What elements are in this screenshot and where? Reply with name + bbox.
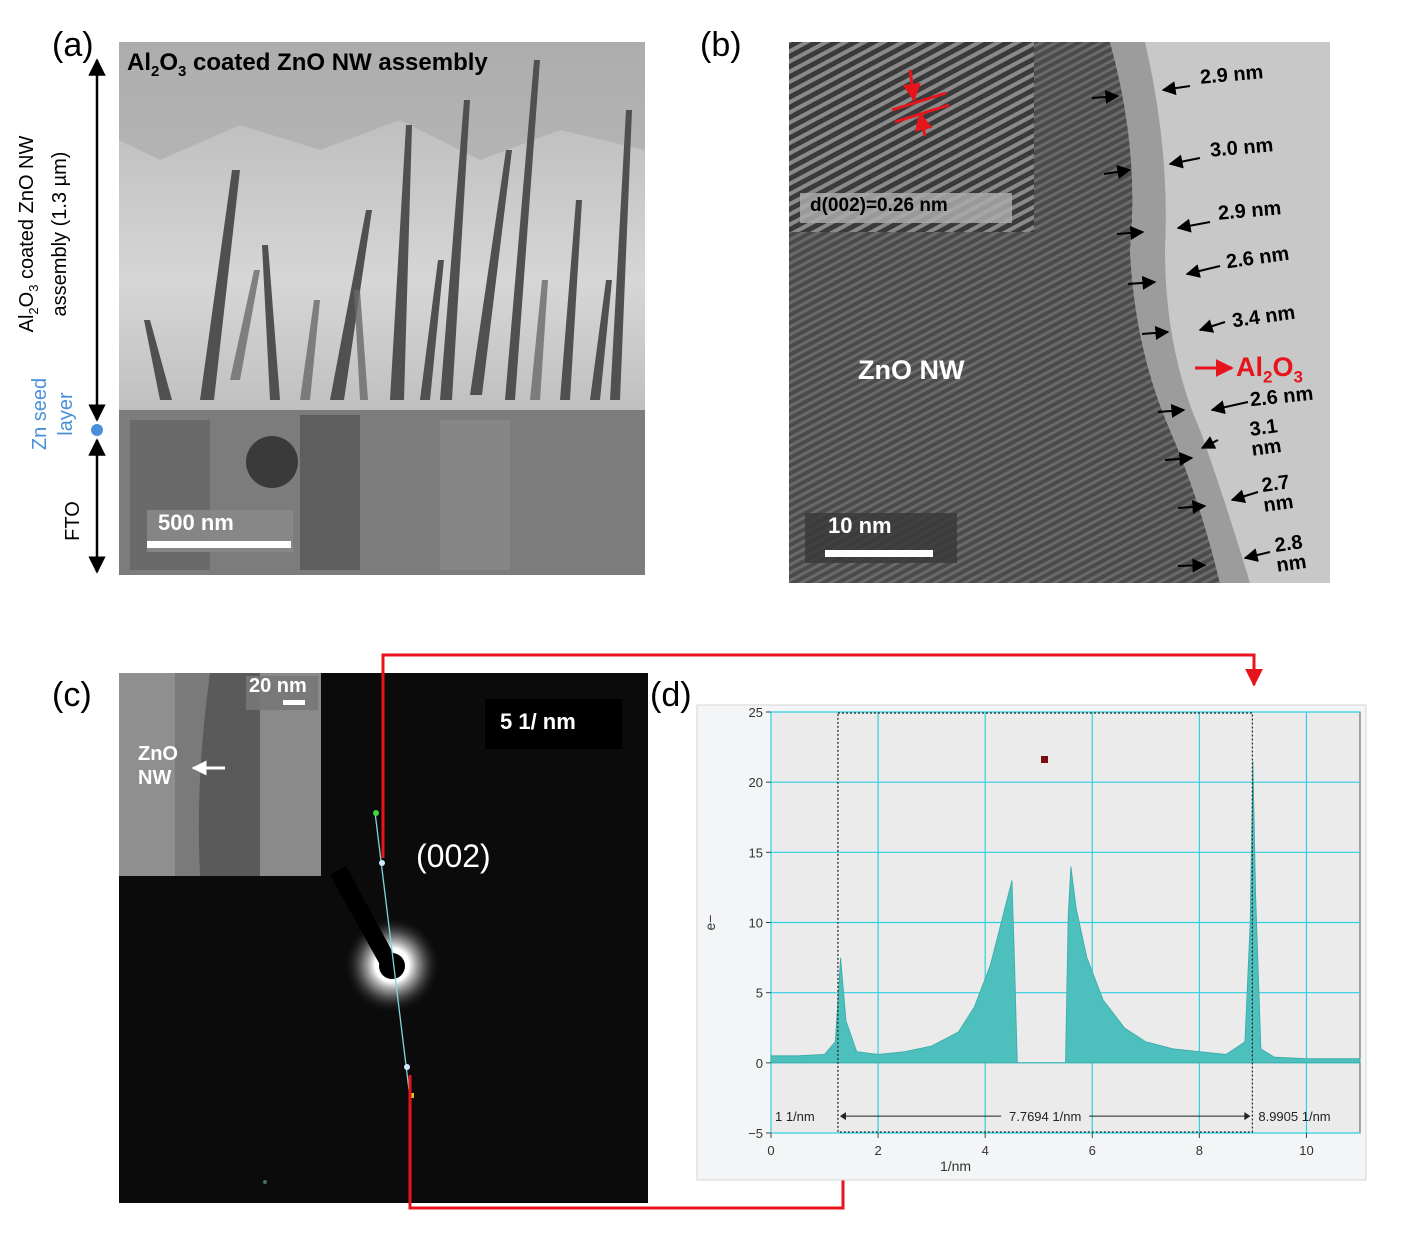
panel-d-label: (d) xyxy=(650,676,692,714)
lattice-spacing-label: d(002)=0.26 nm xyxy=(810,195,948,216)
x-tick-label: 6 xyxy=(1089,1143,1096,1158)
panel-a-side-assembly-label: Al2O3 coated ZnO NW assembly (1.3 µm) xyxy=(16,135,71,333)
inset-zno-nw-label: ZnO NW xyxy=(138,743,178,789)
y-tick-label: 10 xyxy=(749,916,763,931)
profile-area xyxy=(770,761,1361,1064)
x-tick-label: 4 xyxy=(982,1143,989,1158)
zno-nw-label: ZnO NW xyxy=(858,355,965,385)
cursor-marker xyxy=(1041,756,1048,763)
measurement-arrowhead xyxy=(1244,1112,1251,1121)
panel-a-fto-label: FTO xyxy=(62,501,84,541)
panel-c-label: (c) xyxy=(52,676,92,714)
panel-b-label: (b) xyxy=(700,26,742,64)
seed-layer-marker xyxy=(91,424,103,436)
panel-a-tem-image xyxy=(119,42,645,575)
measurement-box xyxy=(837,712,1253,1133)
measurement-label: 8.9905 1/nm xyxy=(1258,1109,1330,1124)
thickness-label: 2.7 nm xyxy=(1260,471,1295,517)
y-tick-label: 15 xyxy=(749,845,763,860)
y-axis-label: e− xyxy=(702,915,718,931)
panel-a-label: (a) xyxy=(52,26,94,64)
measurement-label: 7.7694 1/nm xyxy=(1009,1109,1081,1124)
y-tick-label: 25 xyxy=(749,705,763,720)
diffraction-scale-label: 5 1/ nm xyxy=(500,709,576,734)
panel-b-thickness-arrows xyxy=(1091,81,1271,573)
y-tick-label: 20 xyxy=(749,775,763,790)
x-tick-label: 0 xyxy=(767,1143,774,1158)
measurement-label: 1 1/nm xyxy=(775,1109,815,1124)
y-tick-label: 5 xyxy=(756,986,763,1001)
panel-a-scalebar-label: 500 nm xyxy=(158,510,234,535)
y-tick-label: −5 xyxy=(748,1126,763,1141)
x-tick-label: 8 xyxy=(1196,1143,1203,1158)
y-tick-label: 0 xyxy=(756,1056,763,1071)
lattice-spacing-marker xyxy=(891,69,950,137)
spot-002-label: (002) xyxy=(416,838,491,874)
panel-d-chart: 1 1/nm 7.7694 1/nm 8.9905 1/nm−50510152025… xyxy=(702,705,1361,1174)
panel-a-title: Al2O3 coated ZnO NW assembly xyxy=(127,49,488,80)
x-tick-label: 10 xyxy=(1299,1143,1313,1158)
x-tick-label: 2 xyxy=(874,1143,881,1158)
thickness-label: 3.1 nm xyxy=(1248,415,1283,461)
thickness-label: 2.8 nm xyxy=(1273,531,1308,577)
panel-a-seed-label: Zn seed layer xyxy=(29,377,77,451)
inset-scalebar-label: 20 nm xyxy=(249,675,307,697)
al2o3-label: Al2O3 xyxy=(1236,352,1303,387)
measurement-arrowhead xyxy=(839,1112,846,1121)
x-axis-label: 1/nm xyxy=(940,1158,971,1174)
panel-connectors xyxy=(381,653,1263,1210)
panel-b-scalebar-label: 10 nm xyxy=(828,513,892,538)
measurement-label-bg xyxy=(1001,1108,1090,1125)
